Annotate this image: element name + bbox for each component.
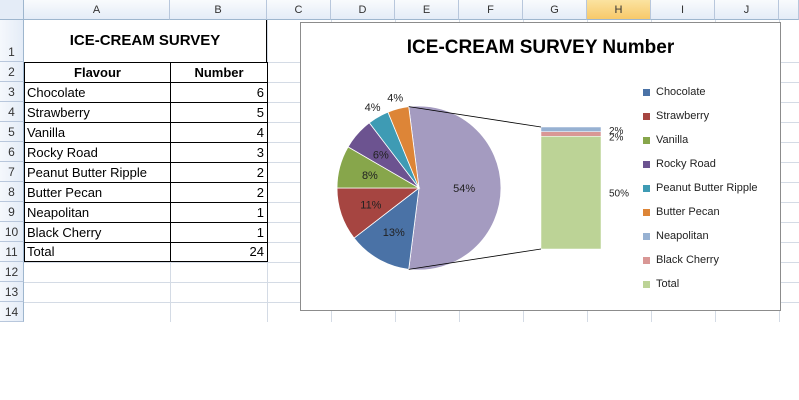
legend-swatch [643,209,650,216]
column-header-a[interactable]: A [24,0,170,20]
column-header-g[interactable]: G [523,0,587,20]
legend-label: Peanut Butter Ripple [656,182,758,194]
bar-data-label: 2% [609,133,624,144]
legend-label: Total [656,278,680,290]
number-cell[interactable]: 2 [170,182,268,203]
legend-label: Strawberry [656,110,710,122]
number-cell[interactable]: 6 [170,82,268,103]
row-header-13[interactable]: 13 [0,282,24,302]
spreadsheet: A B C D E F G H I J 1 2 3 4 5 6 7 8 9 10… [0,0,799,322]
flavour-cell[interactable]: Neapolitan [24,202,171,223]
column-header-b[interactable]: B [170,0,267,20]
pie-data-label: 4% [387,93,403,105]
pie-slice-other[interactable] [408,105,502,271]
header-flavour[interactable]: Flavour [24,62,171,83]
row-header-2[interactable]: 2 [0,62,24,82]
flavour-cell[interactable]: Vanilla [24,122,171,143]
chart-plot: 13% 11% 8% 6% 4% 4% 54% 2%2% 50% [336,93,629,271]
number-cell[interactable]: 1 [170,222,268,243]
legend-swatch [643,257,650,264]
row-header-6[interactable]: 6 [0,142,24,162]
legend-label: Black Cherry [656,254,719,266]
bar-data-label: 50% [609,189,629,200]
legend-swatch [643,233,650,240]
flavour-cell[interactable]: Chocolate [24,82,171,103]
row-header-8[interactable]: 8 [0,182,24,202]
pie-data-label: 8% [362,170,378,182]
number-cell[interactable]: 3 [170,142,268,163]
legend-swatch [643,281,650,288]
row-header-3[interactable]: 3 [0,82,24,102]
row-header-9[interactable]: 9 [0,202,24,222]
pie-data-label: 6% [373,149,389,161]
connector-line [408,248,542,270]
column-header-d[interactable]: D [331,0,395,20]
legend-swatch [643,137,650,144]
row-header-1[interactable]: 1 [0,20,24,62]
legend-swatch [643,185,650,192]
flavour-cell[interactable]: Peanut Butter Ripple [24,162,171,183]
pie-chart[interactable]: ICE-CREAM SURVEY Number 13% 11% 8% 6% 4% 4% 54… [300,22,781,311]
legend-swatch [643,89,650,96]
total-label-cell[interactable]: Total [24,242,171,262]
pie-data-label: 13% [383,227,405,239]
legend-swatch [643,161,650,168]
total-value-cell[interactable]: 24 [170,242,268,262]
bar-segment[interactable] [540,131,602,137]
row-header-11[interactable]: 11 [0,242,24,262]
flavour-cell[interactable]: Black Cherry [24,222,171,243]
legend-label: Vanilla [656,134,689,146]
row-header-14[interactable]: 14 [0,302,24,322]
row-header-10[interactable]: 10 [0,222,24,242]
pie-data-label: 11% [360,199,381,211]
legend-label: Rocky Road [656,158,716,170]
column-header-c[interactable]: C [267,0,331,20]
column-header-i[interactable]: I [651,0,715,20]
bar-segment[interactable] [540,136,602,250]
number-cell[interactable]: 5 [170,102,268,123]
header-number[interactable]: Number [170,62,268,83]
survey-title-cell[interactable]: ICE-CREAM SURVEY [24,20,267,62]
legend-swatch [643,113,650,120]
flavour-cell[interactable]: Rocky Road [24,142,171,163]
row-header-7[interactable]: 7 [0,162,24,182]
number-cell[interactable]: 1 [170,202,268,223]
column-header-f[interactable]: F [459,0,523,20]
select-all-corner[interactable] [0,0,24,20]
number-cell[interactable]: 4 [170,122,268,143]
row-header-4[interactable]: 4 [0,102,24,122]
column-header-e[interactable]: E [395,0,459,20]
pie-data-label: 54% [453,183,475,195]
row-header-12[interactable]: 12 [0,262,24,282]
chart-title: ICE-CREAM SURVEY Number [406,37,675,58]
bar-data-label: 2% [609,126,624,137]
connector-line [408,106,542,128]
pie-slice[interactable] [353,187,420,270]
flavour-cell[interactable]: Strawberry [24,102,171,123]
column-header-partial[interactable] [779,0,799,20]
bar-segment[interactable] [540,126,602,132]
legend-label: Chocolate [656,86,706,98]
column-header-j[interactable]: J [715,0,779,20]
row-header-5[interactable]: 5 [0,122,24,142]
legend-label: Butter Pecan [656,206,720,218]
pie-data-label: 4% [365,102,381,114]
pie-slice[interactable] [387,106,420,189]
flavour-cell[interactable]: Butter Pecan [24,182,171,203]
number-cell[interactable]: 2 [170,162,268,183]
legend-label: Neapolitan [656,230,709,242]
column-header-h[interactable]: H [587,0,651,20]
